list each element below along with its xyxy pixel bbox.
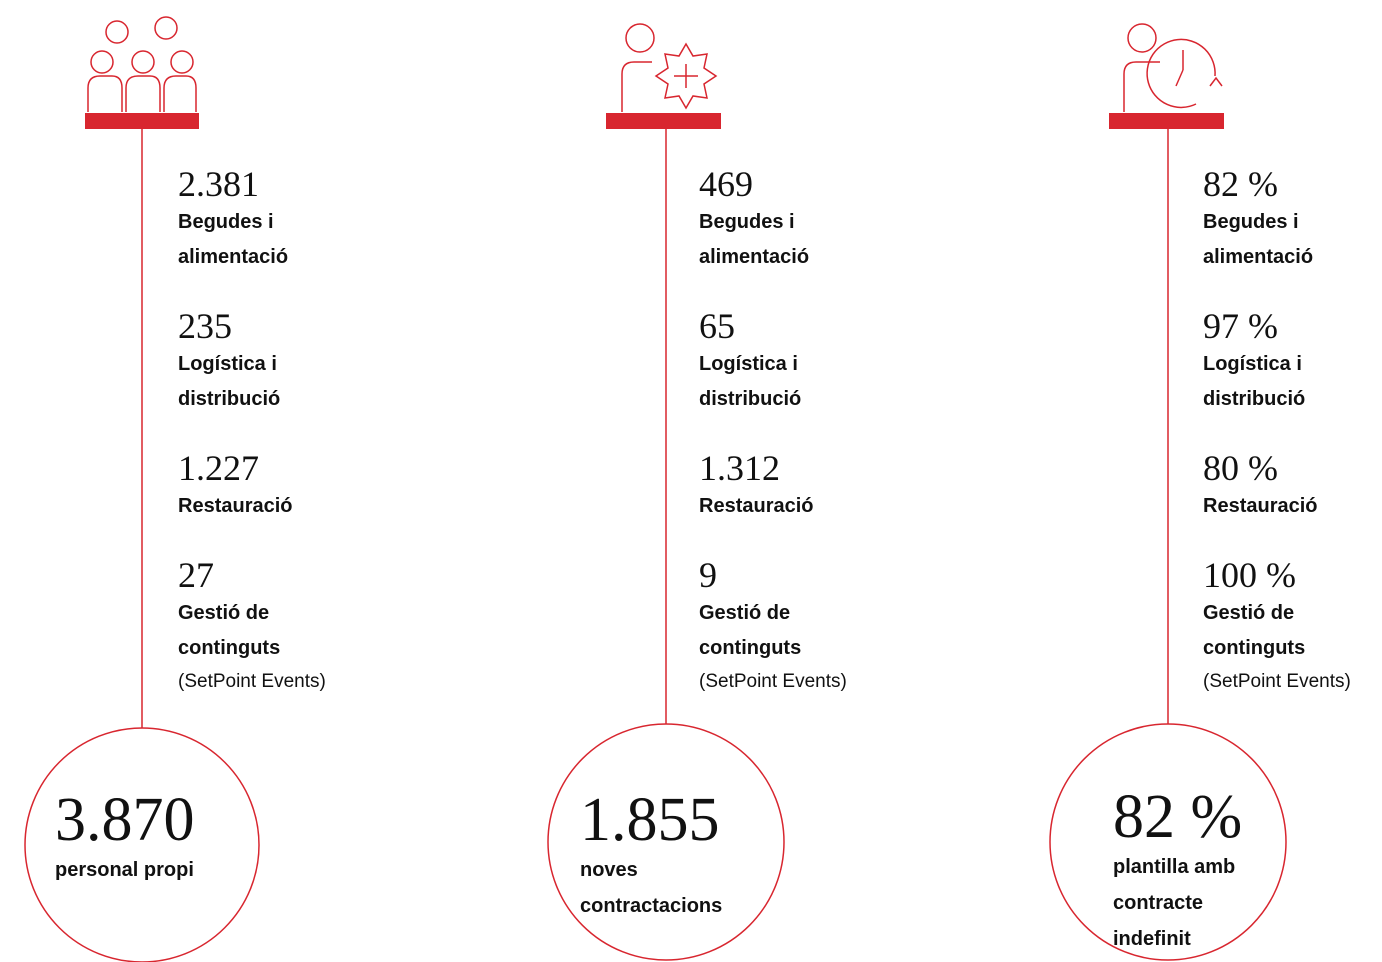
stat-value: 27 [178, 555, 214, 595]
total: 82 % plantilla amb contracte indefinit [1113, 785, 1263, 957]
stat-label: Logística i distribució [699, 353, 802, 410]
stat-item: 97 % Logística i distribució [1203, 305, 1382, 417]
stat-item: 65 Logística i distribució [699, 305, 889, 417]
stat-item: 80 % Restauració [1203, 447, 1382, 524]
stat-label: Begudes i alimentació [178, 211, 289, 268]
stat-label: Begudes i alimentació [699, 211, 810, 268]
stat-label: Restauració [178, 495, 293, 517]
stat-item: 100 % Gestió de continguts (SetPoint Event… [1203, 554, 1382, 698]
stat-item: 1.227 Restauració [178, 447, 368, 524]
total-value: 82 % [1113, 783, 1243, 851]
stat-item: 82 % Begudes i alimentació [1203, 163, 1382, 275]
stat-note: (SetPoint Events) [699, 671, 847, 692]
total: 3.870 personal propi [55, 788, 255, 888]
stat-label: Gestió de continguts [1203, 602, 1306, 659]
stat-note: (SetPoint Events) [178, 671, 326, 692]
total-value: 3.870 [55, 786, 195, 854]
total-label: plantilla amb contracte indefinit [1113, 856, 1236, 950]
stat-column: 469 Begudes i alimentació 65 Logística i di… [699, 163, 889, 728]
stat-item: 27 Gestió de continguts (SetPoint Events) [178, 554, 368, 698]
stat-item: 469 Begudes i alimentació [699, 163, 889, 275]
stat-value: 82 % [1203, 164, 1278, 204]
bar [85, 113, 199, 129]
stat-value: 1.312 [699, 448, 780, 488]
stat-item: 1.312 Restauració [699, 447, 889, 524]
stat-value: 100 % [1203, 555, 1296, 595]
contract-icon [1123, 23, 1223, 112]
stat-label: Restauració [1203, 495, 1318, 517]
stat-value: 2.381 [178, 164, 259, 204]
people-icon [87, 16, 197, 112]
stat-value: 65 [699, 306, 735, 346]
stat-label: Gestió de continguts [699, 602, 802, 659]
stat-label: Restauració [699, 495, 814, 517]
stat-value: 97 % [1203, 306, 1278, 346]
total-circle [547, 723, 785, 961]
stat-column: 82 % Begudes i alimentació 97 % Logística i… [1203, 163, 1382, 728]
hire-icon [621, 23, 718, 112]
total: 1.855 noves contractacions [580, 788, 755, 924]
stat-column: 2.381 Begudes i alimentació 235 Logística i… [178, 163, 368, 728]
total-circle [24, 727, 260, 962]
stat-label: Logística i distribució [1203, 353, 1306, 410]
stat-value: 80 % [1203, 448, 1278, 488]
stat-label: Begudes i alimentació [1203, 211, 1314, 268]
stat-item: 235 Logística i distribució [178, 305, 368, 417]
bar [606, 113, 721, 129]
total-label: personal propi [55, 859, 194, 881]
total-value: 1.855 [580, 786, 720, 854]
stat-value: 1.227 [178, 448, 259, 488]
total-circle [1049, 723, 1287, 961]
stat-value: 235 [178, 306, 232, 346]
total-label: noves contractacions [580, 859, 723, 917]
bar [1109, 113, 1224, 129]
stat-note: (SetPoint Events) [1203, 671, 1351, 692]
stat-value: 9 [699, 555, 717, 595]
stat-label: Logística i distribució [178, 353, 281, 410]
stat-item: 2.381 Begudes i alimentació [178, 163, 368, 275]
stat-item: 9 Gestió de continguts (SetPoint Events) [699, 554, 889, 698]
stat-label: Gestió de continguts [178, 602, 281, 659]
stat-value: 469 [699, 164, 753, 204]
